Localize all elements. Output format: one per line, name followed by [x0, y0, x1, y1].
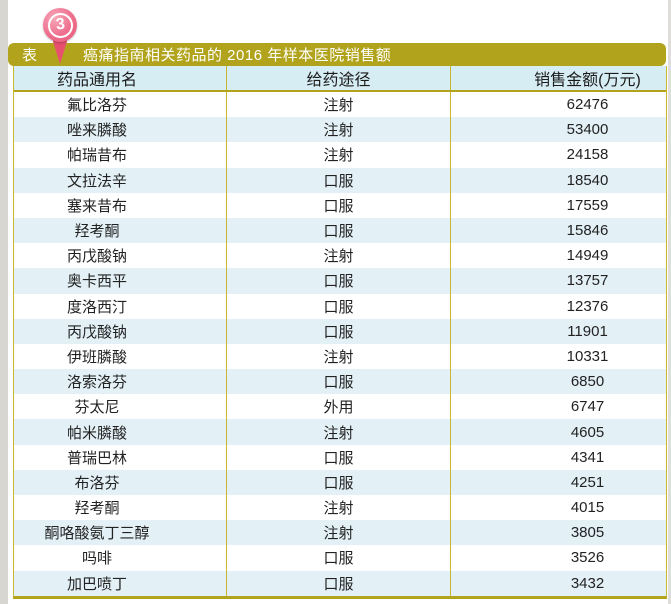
route-cell: 口服 [227, 369, 451, 395]
page-left-edge [0, 0, 8, 604]
drug-name-cell: 羟考酮 [14, 495, 227, 521]
route-cell: 口服 [227, 318, 451, 344]
table-row: 塞来昔布 口服 17559 [14, 192, 666, 218]
sales-amount-cell: 17559 [566, 196, 609, 214]
route-cell: 注射 [227, 243, 451, 269]
sales-amount-cell: 3805 [570, 524, 605, 542]
table-row: 羟考酮 注射 4015 [14, 495, 666, 521]
sales-amount-cell: 24158 [566, 146, 609, 164]
sales-amount-cell: 4341 [570, 448, 605, 466]
route-cell: 注射 [227, 419, 451, 445]
route-cell: 口服 [227, 217, 451, 244]
table-row: 吗啡 口服 3526 [14, 545, 666, 571]
sales-amount-cell: 13757 [566, 272, 609, 290]
drug-name-cell: 伊班膦酸 [14, 343, 227, 370]
route-cell: 口服 [227, 167, 451, 193]
sales-amount-cell: 4015 [570, 499, 605, 517]
route-cell: 注射 [227, 520, 451, 546]
table-number-pin: 3 [43, 8, 77, 68]
table-label: 表 [22, 47, 38, 64]
drug-name-cell: 塞来昔布 [14, 192, 227, 218]
drug-name-cell: 唑来膦酸 [14, 117, 227, 143]
sales-amount-cell: 6747 [570, 398, 605, 416]
route-cell: 注射 [227, 117, 451, 143]
table-row: 唑来膦酸 注射 53400 [14, 117, 666, 143]
sales-amount-cell: 14949 [566, 247, 609, 265]
sales-amount-cell: 12376 [566, 297, 609, 315]
drug-name-cell: 帕米膦酸 [14, 419, 227, 445]
route-cell: 口服 [227, 444, 451, 470]
route-cell: 外用 [227, 394, 451, 420]
route-cell: 口服 [227, 570, 451, 596]
drug-name-cell: 文拉法辛 [14, 167, 227, 193]
route-cell: 口服 [227, 545, 451, 571]
sales-amount-cell: 53400 [566, 121, 609, 139]
table-row: 氟比洛芬 注射 62476 [14, 92, 666, 118]
table-row: 帕瑞昔布 注射 24158 [14, 142, 666, 168]
route-cell: 注射 [227, 142, 451, 168]
route-cell: 口服 [227, 268, 451, 294]
drug-name-cell: 芬太尼 [14, 394, 227, 420]
route-cell: 注射 [227, 343, 451, 370]
drug-name-cell: 吗啡 [14, 545, 227, 571]
table-body: 氟比洛芬 注射 62476 唑来膦酸 注射 53400 帕瑞昔布 注射 24158 文拉法辛 口服 1… [14, 92, 666, 596]
drug-name-cell: 帕瑞昔布 [14, 142, 227, 168]
drug-name-cell: 洛索洛芬 [14, 369, 227, 395]
sales-amount-cell: 15846 [566, 222, 609, 240]
route-cell: 口服 [227, 293, 451, 319]
sales-amount-cell: 10331 [566, 347, 609, 365]
table-row: 帕米膦酸 注射 4605 [14, 419, 666, 445]
drug-name-cell: 加巴喷丁 [14, 570, 227, 596]
drug-name-cell: 普瑞巴林 [14, 444, 227, 470]
drug-name-cell: 羟考酮 [14, 217, 227, 244]
pin-circle: 3 [43, 8, 77, 42]
column-header-route: 给药途径 [227, 66, 451, 90]
drug-name-cell: 丙戊酸钠 [14, 243, 227, 269]
sales-amount-cell: 11901 [567, 322, 608, 340]
drug-name-cell: 丙戊酸钠 [14, 318, 227, 344]
sales-amount-cell: 4605 [570, 423, 605, 441]
table-row: 羟考酮 口服 15846 [14, 217, 666, 244]
table-row: 文拉法辛 口服 18540 [14, 167, 666, 193]
sales-amount-cell: 3526 [570, 549, 605, 567]
sales-amount-cell: 18540 [566, 171, 609, 189]
drug-sales-table: 药品通用名 给药途径 销售金额(万元) 氟比洛芬 注射 62476 唑来膦酸 注射 534… [13, 66, 667, 599]
route-cell: 口服 [227, 192, 451, 218]
column-header-sales-amount: 销售金额(万元) [534, 72, 641, 89]
table-row: 洛索洛芬 口服 6850 [14, 369, 666, 395]
table-number-badge: 3 [54, 15, 66, 34]
table-row: 奥卡西平 口服 13757 [14, 268, 666, 294]
sales-amount-cell: 6850 [570, 373, 605, 391]
table-row: 布洛芬 口服 4251 [14, 469, 666, 495]
drug-name-cell: 奥卡西平 [14, 268, 227, 294]
pin-tail [52, 38, 68, 64]
table-title: 癌痛指南相关药品的 2016 年样本医院销售额 [83, 47, 392, 64]
route-cell: 口服 [227, 469, 451, 495]
table-row: 普瑞巴林 口服 4341 [14, 444, 666, 470]
table-row: 芬太尼 外用 6747 [14, 394, 666, 420]
table-row: 度洛西汀 口服 12376 [14, 293, 666, 319]
drug-name-cell: 度洛西汀 [14, 293, 227, 319]
drug-name-cell: 布洛芬 [14, 469, 227, 495]
table-row: 丙戊酸钠 注射 14949 [14, 243, 666, 269]
table-title-bar: 表 癌痛指南相关药品的 2016 年样本医院销售额 [8, 43, 666, 66]
table-row: 伊班膦酸 注射 10331 [14, 343, 666, 370]
sales-amount-cell: 62476 [566, 96, 609, 114]
route-cell: 注射 [227, 495, 451, 521]
table-row: 加巴喷丁 口服 3432 [14, 570, 666, 596]
drug-name-cell: 酮咯酸氨丁三醇 [14, 520, 227, 546]
table-header-row: 药品通用名 给药途径 销售金额(万元) [14, 66, 666, 92]
column-header-drug-name: 药品通用名 [14, 66, 227, 90]
sales-amount-cell: 3432 [570, 574, 605, 592]
sales-amount-cell: 4251 [570, 473, 605, 491]
drug-name-cell: 氟比洛芬 [14, 92, 227, 118]
table-row: 丙戊酸钠 口服 11901 [14, 318, 666, 344]
page-right-edge [668, 0, 671, 604]
route-cell: 注射 [227, 92, 451, 118]
pin-ring: 3 [47, 12, 73, 38]
table-row: 酮咯酸氨丁三醇 注射 3805 [14, 520, 666, 546]
